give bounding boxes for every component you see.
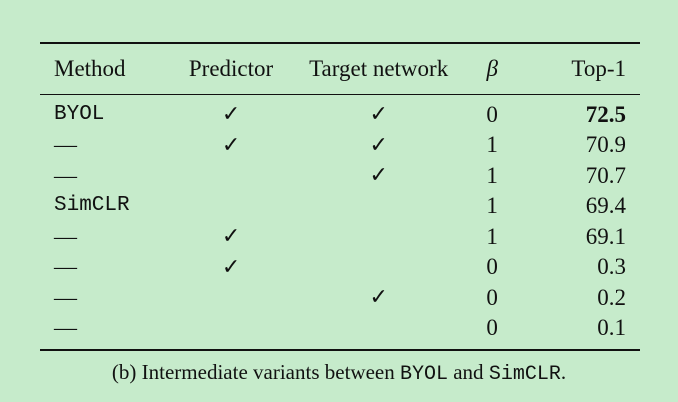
table-row: — ✓ 0 0.2	[40, 282, 640, 313]
beta-cell: 0	[486, 101, 498, 127]
table-header: Method Predictor Target network β Top-1	[40, 42, 640, 95]
target-check-icon	[292, 312, 466, 351]
method-cell: BYOL	[54, 102, 105, 126]
method-cell: —	[54, 162, 77, 188]
target-check-icon: ✓	[369, 101, 388, 127]
table-caption: (b) Intermediate variants between BYOL a…	[0, 360, 678, 386]
method-cell: —	[54, 284, 77, 310]
top1-cell: 0.3	[597, 254, 626, 280]
method-cell: —	[40, 312, 170, 351]
caption-term-simclr: SimCLR	[488, 363, 561, 386]
results-table: Method Predictor Target network β Top-1 …	[40, 42, 640, 351]
header-method: Method	[40, 42, 170, 95]
predictor-check-icon	[170, 282, 292, 313]
table-row: BYOL ✓ ✓ 0 72.5	[40, 95, 640, 130]
predictor-check-icon: ✓	[221, 101, 241, 127]
predictor-check-icon: ✓	[221, 253, 241, 279]
top1-cell: 70.9	[585, 132, 626, 158]
beta-cell: 0	[486, 284, 498, 310]
caption-prefix: (b) Intermediate variants between	[111, 360, 400, 384]
beta-cell: 1	[486, 223, 498, 249]
table-row: — ✓ 1 69.1	[40, 221, 640, 252]
header-beta: β	[465, 42, 520, 95]
target-check-icon	[292, 252, 465, 283]
method-cell: —	[54, 132, 77, 158]
method-cell: —	[54, 254, 77, 280]
caption-suffix: .	[560, 360, 567, 384]
top1-cell: 0.2	[597, 284, 626, 310]
beta-cell: 1	[486, 162, 498, 188]
beta-cell: 1	[486, 132, 498, 158]
results-table-container: Method Predictor Target network β Top-1 …	[40, 42, 640, 351]
header-row: Method Predictor Target network β Top-1	[40, 42, 640, 95]
table-row: — ✓ 1 70.7	[40, 160, 640, 191]
beta-cell: 1	[486, 193, 498, 219]
top1-cell: 69.4	[585, 193, 626, 219]
top1-cell: 70.7	[585, 162, 626, 188]
predictor-check-icon: ✓	[221, 131, 241, 157]
header-target-network: Target network	[292, 42, 466, 95]
target-check-icon: ✓	[369, 131, 388, 157]
method-cell: —	[54, 223, 77, 249]
method-cell: SimCLR	[54, 194, 130, 218]
target-check-icon: ✓	[369, 284, 388, 310]
table-row: SimCLR 1 69.4	[40, 191, 640, 222]
beta-cell: 0	[465, 312, 520, 351]
caption-term-byol: BYOL	[399, 363, 448, 386]
beta-cell: 0	[486, 254, 498, 280]
top1-cell: 72.5	[585, 101, 626, 127]
predictor-check-icon: ✓	[221, 223, 241, 249]
table-row: — ✓ ✓ 1 70.9	[40, 130, 640, 161]
target-check-icon	[292, 221, 465, 252]
table-body: BYOL ✓ ✓ 0 72.5 — ✓ ✓ 1 70.9 — ✓ 1 70.7	[40, 95, 640, 351]
top1-cell: 69.1	[585, 223, 626, 249]
table-row: — ✓ 0 0.3	[40, 252, 640, 283]
target-check-icon	[292, 191, 465, 222]
table-row: — 0 0.1	[40, 312, 640, 351]
caption-middle: and	[447, 360, 489, 384]
predictor-check-icon	[170, 160, 292, 191]
header-top1: Top-1	[519, 42, 640, 95]
target-check-icon: ✓	[369, 162, 388, 188]
header-predictor: Predictor	[169, 42, 293, 95]
predictor-check-icon	[169, 312, 293, 351]
predictor-check-icon	[170, 191, 292, 222]
top1-cell: 0.1	[519, 312, 640, 351]
